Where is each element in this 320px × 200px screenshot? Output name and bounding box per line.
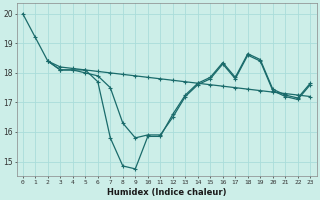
X-axis label: Humidex (Indice chaleur): Humidex (Indice chaleur) [107,188,226,197]
